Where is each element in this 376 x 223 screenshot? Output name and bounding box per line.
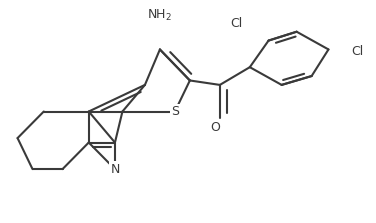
- Text: S: S: [171, 105, 179, 118]
- Text: N: N: [110, 163, 120, 176]
- Text: Cl: Cl: [230, 17, 243, 29]
- Text: Cl: Cl: [351, 45, 363, 58]
- Text: NH$_2$: NH$_2$: [147, 8, 172, 23]
- Text: O: O: [210, 120, 220, 134]
